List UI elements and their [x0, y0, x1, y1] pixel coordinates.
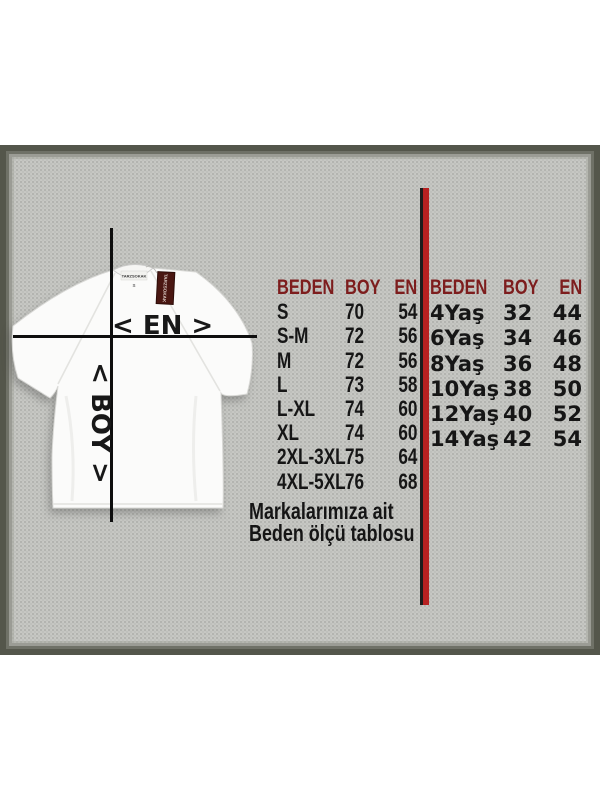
adult-header-boy: BOY: [345, 276, 381, 299]
adult-row-en: 60: [397, 420, 417, 446]
length-measure-line: [110, 228, 113, 522]
adult-row-en: 64: [397, 444, 417, 470]
adult-row-size: L: [277, 371, 288, 397]
adult-row-size: S-M: [277, 323, 309, 349]
kids-row-size: 6Yaş: [430, 326, 485, 351]
collar-label: [120, 270, 148, 281]
width-label-en: < EN >: [112, 311, 214, 341]
caption-line-2: Beden ölçü tablosu: [249, 520, 415, 546]
collar-brand-text: TARZSOKAK: [122, 274, 147, 279]
kids-row-size: 12Yaş: [430, 401, 500, 426]
adult-row-boy: 75: [345, 444, 365, 470]
fold-shading: [192, 395, 198, 502]
adult-row-en: 58: [397, 371, 417, 397]
kids-row-boy: 34: [503, 326, 533, 351]
kids-row-en: 54: [552, 427, 582, 452]
adult-row-boy: 73: [345, 371, 365, 397]
adult-row-boy: 70: [345, 299, 365, 325]
adult-row-size: XL: [277, 420, 299, 446]
kids-row-en: 44: [552, 301, 582, 326]
adult-row-size: M: [277, 347, 292, 373]
kids-row-boy: 32: [503, 301, 533, 326]
adult-row-boy: 72: [345, 323, 365, 349]
kids-row-size: 4Yaş: [430, 301, 485, 326]
kids-row-size: 8Yaş: [430, 351, 485, 376]
adult-row-size: 4XL-5XL: [277, 468, 346, 494]
adult-row-boy: 72: [345, 347, 365, 373]
table-divider-line: [420, 188, 429, 605]
adult-row-size: 2XL-3XL: [277, 444, 346, 470]
adult-row-en: 68: [397, 468, 417, 494]
kids-row-boy: 38: [503, 376, 533, 401]
kids-row-size: 14Yaş: [430, 427, 500, 452]
raglan-seam-left: [57, 272, 116, 385]
kids-row-en: 50: [552, 376, 582, 401]
adult-row-en: 56: [397, 323, 417, 349]
adult-header-en: EN: [394, 276, 417, 299]
adult-row-boy: 76: [345, 468, 365, 494]
width-measure-line: [13, 335, 257, 338]
length-label-boy-text: < BOY >: [85, 362, 115, 484]
length-label-boy: < BOY >: [70, 348, 130, 498]
kids-row-en: 46: [552, 326, 582, 351]
kids-row-boy: 36: [503, 351, 533, 376]
caption-line-1: Markalarımıza ait: [249, 498, 394, 524]
kids-row-en: 52: [552, 401, 582, 426]
tshirt-image: TARZSOKAK S TARZSOKAK: [11, 264, 253, 509]
kids-row-boy: 40: [503, 401, 533, 426]
kids-row-boy: 42: [503, 427, 533, 452]
kids-header-beden: BEDEN: [430, 276, 488, 299]
collar-size-text: S: [132, 283, 135, 288]
kids-header-boy: BOY: [503, 276, 539, 299]
kids-row-en: 48: [552, 351, 582, 376]
adult-header-beden: BEDEN: [277, 276, 335, 299]
caption: Markalarımıza ait Beden ölçü tablosu: [249, 498, 461, 546]
adult-row-size: L-XL: [277, 395, 316, 421]
adult-row-boy: 74: [345, 395, 365, 421]
adult-row-en: 56: [397, 347, 417, 373]
adult-row-size: S: [277, 299, 289, 325]
hang-tag: TARZSOKAK: [155, 271, 176, 305]
adult-size-table: BEDEN BOY EN S 70 54 S-M 72 56 M 72 56 L…: [277, 276, 417, 494]
adult-row-boy: 74: [345, 420, 365, 446]
adult-row-en: 54: [397, 299, 417, 325]
kids-row-size: 10Yaş: [430, 376, 500, 401]
tag-string: [145, 265, 158, 274]
kids-size-table: BEDEN BOY EN 4Yaş 32 44 6Yaş 34 46 8Yaş …: [430, 276, 582, 452]
fold-shading: [64, 395, 75, 502]
tshirt-silhouette: [11, 267, 253, 509]
adult-row-en: 60: [397, 395, 417, 421]
hang-tag-text: TARZSOKAK: [162, 274, 169, 303]
kids-header-en: EN: [559, 276, 582, 299]
framed-background-panel: [0, 145, 600, 655]
